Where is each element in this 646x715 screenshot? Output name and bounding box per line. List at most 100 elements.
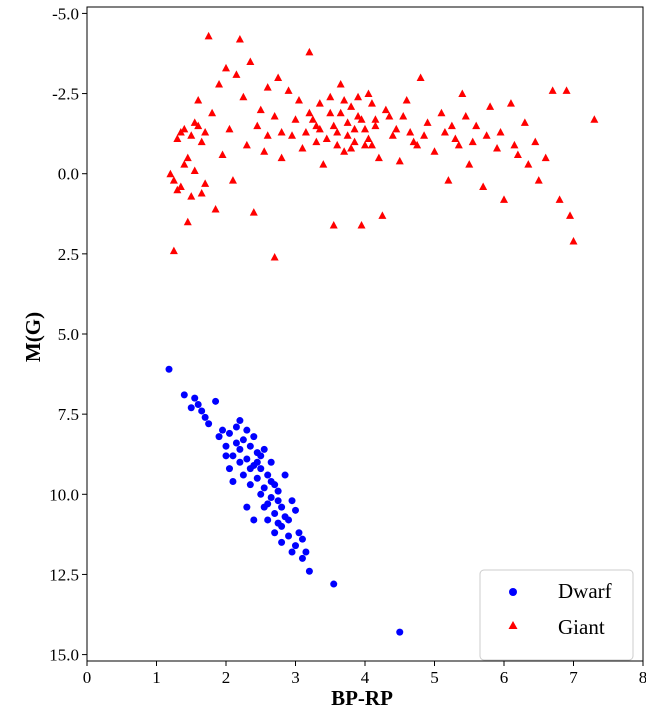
data-point-giant <box>288 131 297 139</box>
x-axis-title: BP-RP <box>331 686 393 710</box>
x-tick-label: 4 <box>361 668 370 687</box>
y-tick-label: -5.0 <box>52 4 79 23</box>
data-point-giant <box>329 121 338 130</box>
data-point-dwarf <box>194 401 202 409</box>
data-point-giant <box>371 115 380 123</box>
x-tick-label: 5 <box>430 668 439 687</box>
x-tick-label: 1 <box>152 668 161 687</box>
data-point-giant <box>187 131 196 139</box>
data-point-giant <box>173 134 182 142</box>
data-point-giant <box>343 131 352 139</box>
data-point-dwarf <box>239 471 247 479</box>
data-point-giant <box>364 134 373 142</box>
data-point-giant <box>305 108 314 117</box>
data-point-dwarf <box>229 477 237 485</box>
data-point-giant <box>378 211 387 219</box>
data-point-giant <box>190 118 199 126</box>
data-point-giant <box>506 99 515 107</box>
legend-marker-giant <box>508 621 518 629</box>
data-point-giant <box>354 112 363 120</box>
data-point-giant <box>315 99 324 107</box>
data-point-giant <box>430 147 439 155</box>
data-point-giant <box>482 131 491 139</box>
data-point-giant <box>222 63 230 72</box>
data-point-giant <box>180 160 189 168</box>
data-point-dwarf <box>246 442 254 450</box>
data-point-giant <box>187 192 196 200</box>
data-point-giant <box>291 115 300 123</box>
plot-frame <box>86 6 644 662</box>
data-point-dwarf <box>253 474 261 482</box>
data-point-dwarf <box>201 413 209 421</box>
data-point-dwarf <box>260 484 268 492</box>
data-point-giant <box>440 128 449 136</box>
data-point-giant <box>166 169 175 178</box>
data-point-dwarf <box>278 503 286 511</box>
data-point-giant <box>562 86 571 94</box>
data-point-giant <box>566 211 575 219</box>
data-point-dwarf <box>225 429 233 437</box>
data-point-dwarf <box>288 497 296 505</box>
data-point-giant <box>381 105 390 114</box>
data-point-dwarf <box>274 487 282 495</box>
data-point-giant <box>461 112 470 120</box>
data-point-dwarf <box>198 407 206 415</box>
data-point-giant <box>520 118 529 126</box>
data-point-giant <box>361 124 369 133</box>
data-point-giant <box>183 217 192 226</box>
data-point-giant <box>239 92 248 101</box>
data-point-dwarf <box>260 445 268 453</box>
data-point-giant <box>322 134 331 142</box>
data-point-giant <box>465 160 474 168</box>
data-point-giant <box>263 131 272 139</box>
data-point-giant <box>270 253 279 261</box>
data-point-dwarf <box>292 506 299 514</box>
data-point-dwarf <box>271 529 279 537</box>
data-point-dwarf <box>225 465 233 473</box>
data-point-giant <box>301 128 310 136</box>
data-point-dwarf <box>396 628 404 636</box>
data-point-dwarf <box>298 554 306 562</box>
data-point-dwarf <box>257 465 265 473</box>
data-point-giant <box>197 137 206 146</box>
data-point-dwarf <box>232 423 240 431</box>
data-point-giant <box>336 108 345 117</box>
y-axis: -5.0 -2.5 0.0 2.5 5.0 7.5 10.0 12.5 15.0 <box>49 4 87 665</box>
data-point-giant <box>423 118 432 126</box>
data-point-giant <box>169 176 178 184</box>
data-point-giant <box>253 121 262 130</box>
data-point-giant <box>367 99 376 107</box>
data-point-giant <box>228 176 237 184</box>
data-point-giant <box>312 137 321 146</box>
data-point-giant <box>534 176 543 184</box>
data-point-giant <box>361 140 369 149</box>
y-axis-title: M(G) <box>21 312 45 362</box>
data-point-giant <box>468 137 477 146</box>
data-point-giant <box>263 83 272 91</box>
data-point-giant <box>472 121 481 130</box>
data-point-giant <box>315 124 324 133</box>
data-point-giant <box>183 153 192 162</box>
data-point-giant <box>225 124 234 133</box>
x-tick-label: 8 <box>639 668 646 687</box>
series-dwarf <box>165 365 404 636</box>
data-point-giant <box>548 86 557 94</box>
data-point-dwarf <box>330 580 338 588</box>
data-point-giant <box>392 124 401 133</box>
data-point-dwarf <box>295 529 303 537</box>
data-point-giant <box>437 108 446 117</box>
data-point-giant <box>201 128 210 136</box>
data-point-dwarf <box>250 516 258 524</box>
data-point-giant <box>190 166 199 174</box>
y-tick-label: -2.5 <box>52 85 79 104</box>
data-point-giant <box>364 89 373 98</box>
data-point-giant <box>350 137 359 146</box>
x-tick-label: 6 <box>500 668 509 687</box>
data-point-dwarf <box>267 477 275 485</box>
data-point-dwarf <box>232 439 240 447</box>
data-point-giant <box>326 92 335 101</box>
data-point-dwarf <box>260 503 268 511</box>
data-point-giant <box>500 195 508 203</box>
data-point-giant <box>513 150 522 158</box>
